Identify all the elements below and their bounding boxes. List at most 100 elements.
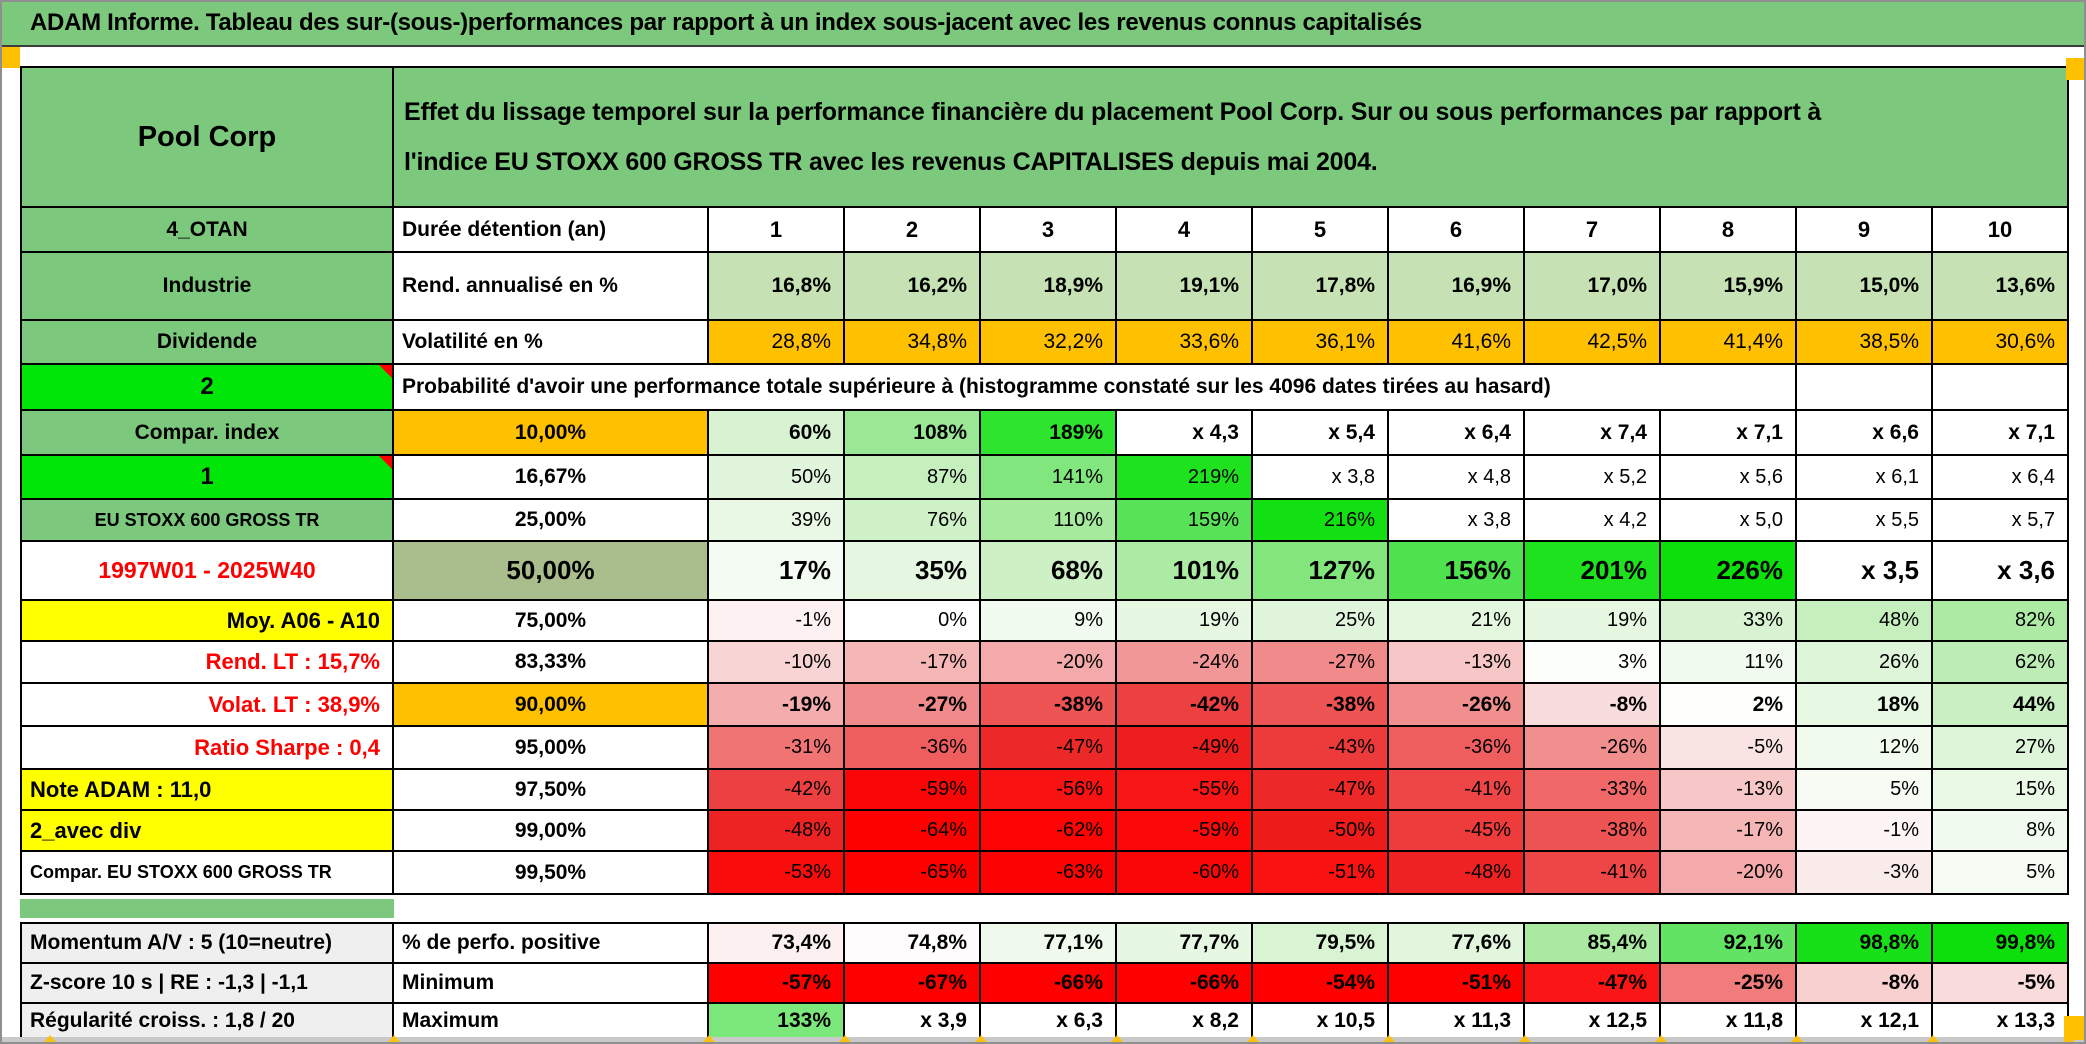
cell[interactable]: 133% [709,1004,845,1040]
cell[interactable]: x 4,2 [1525,500,1661,542]
cell[interactable]: 19,1% [1117,253,1253,321]
cell[interactable]: x 6,4 [1389,411,1525,456]
cell[interactable]: 77,1% [981,924,1117,964]
cell[interactable]: 7 [1525,208,1661,253]
cell[interactable]: 60% [709,411,845,456]
row-label[interactable]: 4_OTAN [22,208,394,253]
cell[interactable]: 4 [1117,208,1253,253]
cell[interactable]: 11% [1661,642,1797,684]
cell[interactable]: 28,8% [709,321,845,365]
cell[interactable]: 16,2% [845,253,981,321]
row-label[interactable]: Régularité croiss. : 1,8 / 20 [22,1004,394,1040]
cell[interactable]: 34,8% [845,321,981,365]
merged-label[interactable]: Probabilité d'avoir une performance tota… [394,365,1797,411]
cell[interactable]: 33% [1661,601,1797,642]
cell[interactable]: 19% [1117,601,1253,642]
cell[interactable]: -62% [981,811,1117,852]
cell[interactable]: 10 [1933,208,2069,253]
cell[interactable]: 41,6% [1389,321,1525,365]
cell[interactable]: -66% [1117,964,1253,1004]
cell[interactable]: x 6,4 [1933,456,2069,500]
cell[interactable]: -36% [1389,727,1525,770]
cell[interactable]: x 8,2 [1117,1004,1253,1040]
cell[interactable]: -59% [1117,811,1253,852]
cell[interactable]: -56% [981,770,1117,811]
cell[interactable]: -66% [981,964,1117,1004]
row-label[interactable]: 2 [22,365,394,411]
row-label[interactable]: Note ADAM : 11,0 [22,770,394,811]
cell[interactable]: 18,9% [981,253,1117,321]
row-label[interactable]: Ratio Sharpe : 0,4 [22,727,394,770]
cell[interactable]: x 6,3 [981,1004,1117,1040]
cell[interactable]: x 12,5 [1525,1004,1661,1040]
mid-label[interactable]: Durée détention (an) [394,208,709,253]
cell[interactable]: x 7,1 [1933,411,2069,456]
cell[interactable]: -26% [1525,727,1661,770]
cell[interactable]: -65% [845,852,981,895]
cell[interactable]: x 7,1 [1661,411,1797,456]
cell[interactable]: -1% [709,601,845,642]
cell[interactable]: 226% [1661,542,1797,601]
cell[interactable]: -36% [845,727,981,770]
cell[interactable]: 98,8% [1797,924,1933,964]
row-label[interactable]: Industrie [22,253,394,321]
cell[interactable]: x 11,8 [1661,1004,1797,1040]
cell[interactable]: x 5,0 [1661,500,1797,542]
header-description-cell[interactable]: Effet du lissage temporel sur la perform… [394,68,2069,208]
row-label[interactable]: EU STOXX 600 GROSS TR [22,500,394,542]
cell[interactable]: x 11,3 [1389,1004,1525,1040]
cell[interactable]: -38% [1253,684,1389,727]
cell[interactable]: 48% [1797,601,1933,642]
cell[interactable]: 17,0% [1525,253,1661,321]
cell[interactable]: 1 [709,208,845,253]
cell[interactable]: -55% [1117,770,1253,811]
cell[interactable]: 99,8% [1933,924,2069,964]
cell[interactable]: 38,5% [1797,321,1933,365]
cell[interactable]: 17% [709,542,845,601]
cell[interactable]: 77,6% [1389,924,1525,964]
mid-label[interactable]: 90,00% [394,684,709,727]
cell[interactable]: 73,4% [709,924,845,964]
row-label[interactable]: Dividende [22,321,394,365]
cell[interactable]: 32,2% [981,321,1117,365]
cell[interactable]: x 5,7 [1933,500,2069,542]
cell[interactable]: 39% [709,500,845,542]
cell[interactable]: 3% [1525,642,1661,684]
cell[interactable]: 5% [1797,770,1933,811]
cell[interactable]: -1% [1797,811,1933,852]
cell[interactable]: x 13,3 [1933,1004,2069,1040]
cell[interactable]: -17% [845,642,981,684]
cell[interactable]: 62% [1933,642,2069,684]
cell[interactable]: x 3,5 [1797,542,1933,601]
cell[interactable]: x 3,9 [845,1004,981,1040]
cell[interactable]: -19% [709,684,845,727]
mid-label[interactable]: 75,00% [394,601,709,642]
cell[interactable]: -54% [1253,964,1389,1004]
cell[interactable]: -5% [1933,964,2069,1004]
cell[interactable]: 110% [981,500,1117,542]
cell[interactable]: -51% [1253,852,1389,895]
mid-label[interactable]: 10,00% [394,411,709,456]
mid-label[interactable]: 83,33% [394,642,709,684]
cell[interactable]: -53% [709,852,845,895]
cell[interactable]: 35% [845,542,981,601]
cell[interactable]: x 3,6 [1933,542,2069,601]
cell[interactable]: -42% [709,770,845,811]
cell[interactable]: x 5,2 [1525,456,1661,500]
cell[interactable]: -43% [1253,727,1389,770]
cell[interactable]: 16,8% [709,253,845,321]
cell[interactable]: -10% [709,642,845,684]
mid-label[interactable]: 95,00% [394,727,709,770]
cell[interactable]: 5 [1253,208,1389,253]
cell[interactable]: x 5,6 [1661,456,1797,500]
cell[interactable]: -17% [1661,811,1797,852]
cell[interactable]: 108% [845,411,981,456]
cell[interactable]: 8 [1661,208,1797,253]
cell[interactable]: -47% [981,727,1117,770]
cell[interactable]: 216% [1253,500,1389,542]
row-label[interactable]: Moy. A06 - A10 [22,601,394,642]
cell[interactable]: -67% [845,964,981,1004]
cell[interactable]: -48% [709,811,845,852]
mid-label[interactable]: Rend. annualisé en % [394,253,709,321]
row-label[interactable]: Rend. LT : 15,7% [22,642,394,684]
